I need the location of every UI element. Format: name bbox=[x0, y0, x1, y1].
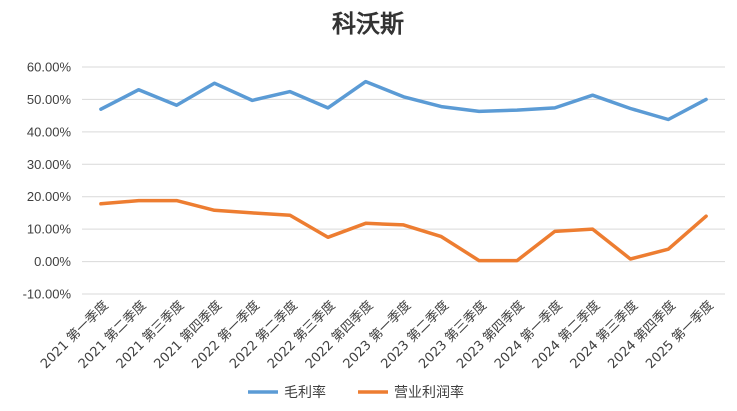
legend: 毛利率 营业利润率 bbox=[248, 384, 464, 401]
x-tick-label: 2021 第四季度 bbox=[151, 298, 225, 372]
legend-label: 毛利率 bbox=[284, 384, 326, 401]
series-line-0 bbox=[99, 79, 708, 122]
grid-lines bbox=[82, 66, 725, 295]
x-tick-label: 2023 第一季度 bbox=[340, 298, 414, 372]
x-tick-label: 2023 第四季度 bbox=[453, 298, 527, 372]
x-tick-label: 2024 第四季度 bbox=[605, 298, 679, 372]
x-tick-label: 2023 第三季度 bbox=[416, 298, 490, 372]
y-axis-tick-labels: -10.00% 0.00% 10.00% 20.00% 30.00% 40.00% 50.0… bbox=[23, 60, 72, 302]
y-tick-label: -10.00% bbox=[23, 287, 72, 302]
y-tick-label: 10.00% bbox=[27, 222, 72, 237]
y-tick-label: 20.00% bbox=[27, 189, 72, 204]
x-tick-label: 2021 第二季度 bbox=[75, 298, 149, 372]
series-lines bbox=[99, 79, 708, 263]
x-tick-label: 2022 第一季度 bbox=[189, 298, 263, 372]
x-tick-label: 2021 第一季度 bbox=[37, 298, 111, 372]
y-tick-label: 30.00% bbox=[27, 157, 72, 172]
series-line-1 bbox=[99, 198, 708, 263]
x-tick-label: 2024 第二季度 bbox=[529, 298, 603, 372]
x-tick-label: 2023 第二季度 bbox=[378, 298, 452, 372]
y-tick-label: 40.00% bbox=[27, 124, 72, 139]
x-tick-label: 2024 第三季度 bbox=[567, 298, 641, 372]
x-tick-label: 2022 第三季度 bbox=[264, 298, 338, 372]
x-tick-label: 2024 第一季度 bbox=[491, 298, 565, 372]
x-tick-label: 2022 第四季度 bbox=[302, 298, 376, 372]
y-tick-label: 50.00% bbox=[27, 92, 72, 107]
chart-title: 科沃斯 bbox=[332, 9, 404, 38]
x-tick-label: 2021 第三季度 bbox=[113, 298, 187, 372]
y-tick-label: 0.00% bbox=[34, 254, 71, 269]
x-tick-label: 2025 第一季度 bbox=[643, 298, 717, 372]
legend-label: 营业利润率 bbox=[394, 384, 464, 401]
x-tick-label: 2022 第二季度 bbox=[226, 298, 300, 372]
y-tick-label: 60.00% bbox=[27, 60, 72, 75]
